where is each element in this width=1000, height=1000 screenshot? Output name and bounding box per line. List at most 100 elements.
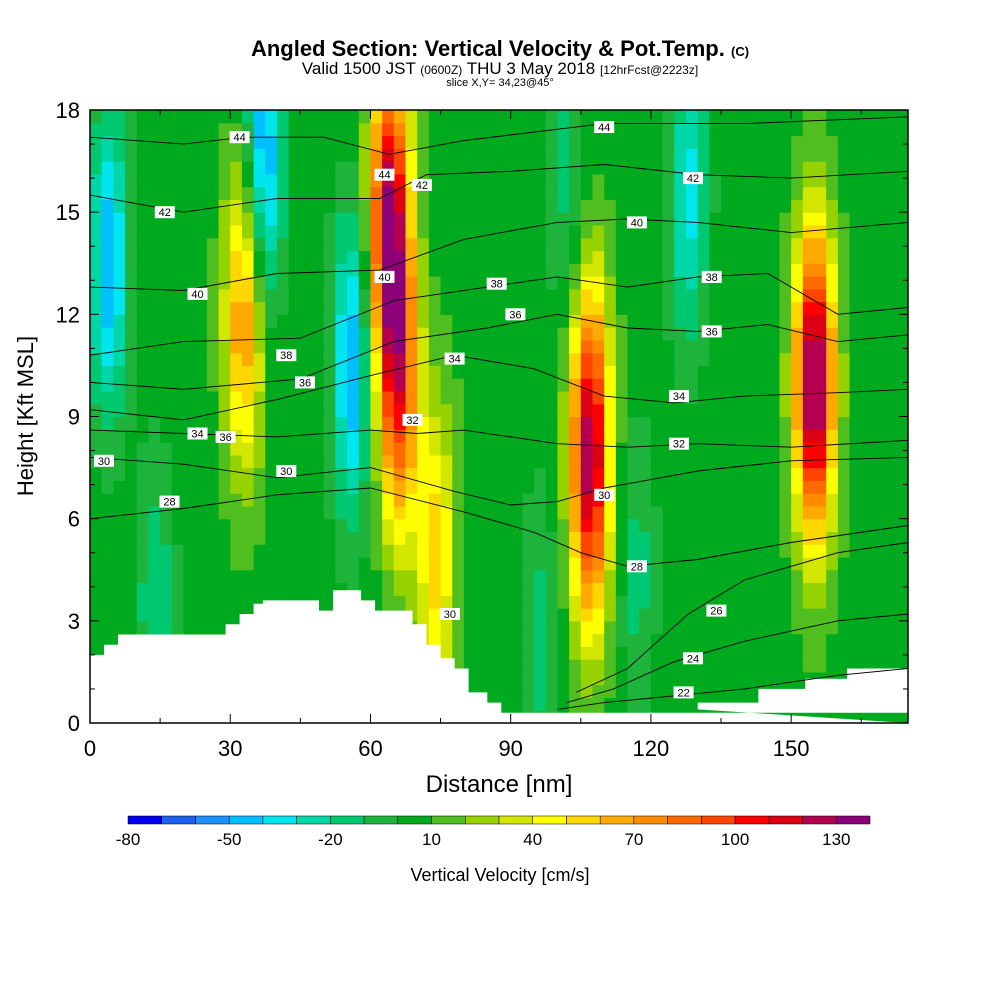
vv-cell (90, 544, 103, 558)
vv-cell (300, 429, 313, 443)
vv-cell (674, 199, 687, 213)
vv-cell (183, 365, 196, 379)
vv-cell (756, 378, 769, 392)
vv-cell (721, 659, 734, 673)
vv-cell (499, 365, 512, 379)
vv-cell (837, 161, 851, 175)
vv-cell (487, 531, 500, 545)
vv-cell (580, 595, 594, 609)
vv-cell (662, 378, 675, 392)
vv-cell (791, 518, 804, 533)
vv-cell (323, 378, 336, 392)
vv-cell (826, 135, 839, 149)
contour-label-text: 30 (280, 466, 292, 478)
vv-cell (218, 416, 231, 430)
vv-cell (125, 569, 138, 584)
vv-cell (814, 288, 827, 303)
vv-cell (463, 314, 477, 328)
vv-cell (405, 122, 418, 137)
vv-cell (592, 378, 605, 392)
vv-cell (814, 429, 827, 443)
vv-cell (265, 122, 278, 137)
vv-cell (662, 122, 675, 137)
vv-cell (265, 518, 278, 533)
vv-cell (405, 480, 418, 494)
vv-cell (125, 608, 138, 622)
vv-cell (802, 544, 816, 558)
vv-cell (721, 480, 734, 494)
vv-cell (148, 250, 161, 264)
vv-cell (148, 390, 161, 405)
vv-cell (569, 595, 582, 609)
vv-cell (253, 199, 266, 213)
vv-cell (791, 429, 804, 443)
vv-cell (125, 582, 138, 596)
vv-cell (604, 237, 617, 252)
vv-cell (125, 352, 138, 367)
vv-cell (183, 390, 196, 405)
vv-cell (312, 173, 325, 188)
contour-label-box (187, 287, 208, 300)
vv-cell (241, 390, 255, 405)
vv-cell (627, 531, 640, 545)
vv-cell (569, 608, 582, 622)
vv-cell (370, 403, 383, 418)
subtitle-utc: (0600Z) (420, 63, 463, 77)
vv-cell (674, 186, 687, 200)
vv-cell (440, 212, 453, 226)
vv-cell (580, 339, 594, 354)
vv-cell (522, 467, 535, 481)
vv-cell (592, 582, 605, 596)
vv-cell (721, 173, 734, 188)
vv-cell (756, 493, 769, 507)
vv-cell (323, 493, 336, 507)
vv-cell (90, 442, 103, 456)
vv-cell (148, 263, 161, 277)
vv-cell (183, 493, 196, 507)
vv-cell (452, 148, 465, 162)
vv-cell (872, 135, 886, 149)
vv-cell (241, 327, 255, 341)
vv-cell (183, 135, 196, 149)
vv-cell (779, 212, 792, 226)
vv-cell (358, 339, 372, 354)
vv-cell (347, 122, 360, 137)
vv-cell (160, 569, 173, 584)
vv-cell (241, 186, 255, 200)
vv-cell (288, 403, 301, 418)
vv-cell (650, 684, 664, 699)
vv-cell (393, 212, 407, 226)
vv-cell (721, 224, 734, 239)
vv-cell (218, 148, 231, 162)
vv-cell (604, 608, 617, 622)
vv-cell (709, 212, 722, 226)
contour-label: 44 (229, 131, 250, 144)
vv-cell (253, 569, 266, 584)
vv-cell (744, 378, 757, 392)
vv-cell (534, 212, 547, 226)
vv-cell (802, 646, 816, 660)
vv-cell (627, 199, 640, 213)
vv-cell (592, 442, 605, 456)
vv-cell (685, 620, 699, 635)
y-tick-label: 18 (56, 98, 80, 123)
vv-cell (370, 390, 383, 405)
vv-cell (779, 390, 792, 405)
vv-cell (627, 582, 640, 596)
theta-contour-44 (90, 116, 908, 155)
vv-cell (604, 148, 617, 162)
vv-cell (650, 173, 664, 188)
vv-cell (592, 352, 605, 367)
vv-cell (241, 518, 255, 533)
vv-cell (148, 301, 161, 315)
vv-cell (510, 224, 523, 239)
vv-cell (779, 442, 792, 456)
vv-cell (650, 671, 664, 686)
vv-cell (499, 697, 512, 711)
vv-cell (709, 544, 722, 558)
vv-cell (241, 505, 255, 520)
vv-cell (791, 390, 804, 405)
vv-cell (358, 288, 372, 303)
vv-cell (732, 684, 745, 699)
vv-cell (674, 582, 687, 596)
